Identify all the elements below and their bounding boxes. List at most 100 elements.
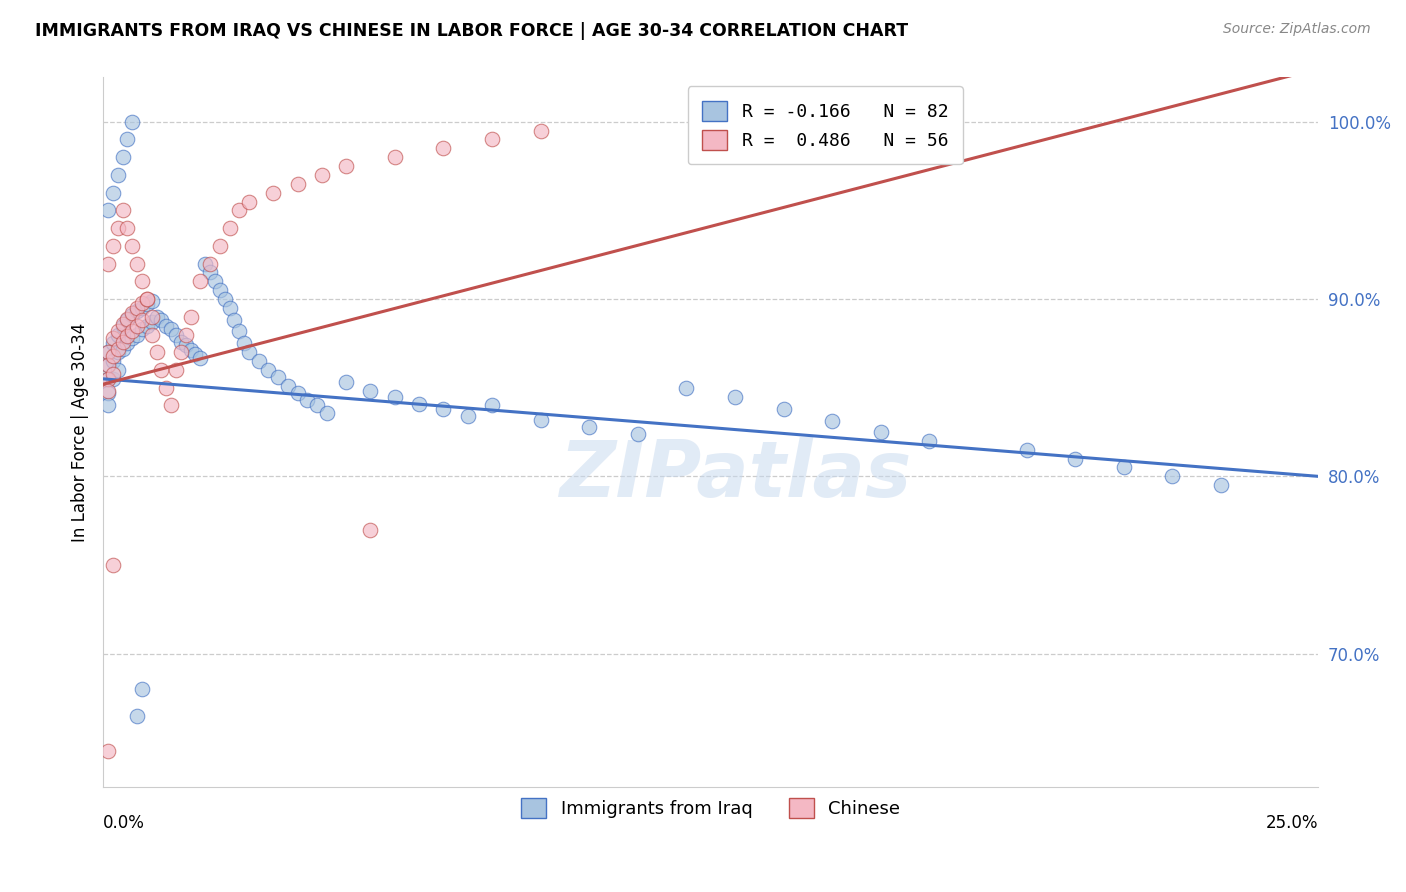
Point — [117, 132, 139, 146]
Point — [384, 150, 406, 164]
Point — [315, 405, 337, 419]
Point — [160, 399, 183, 413]
Point — [121, 331, 143, 345]
Point — [305, 399, 328, 413]
Point — [117, 311, 139, 326]
Point — [1015, 442, 1038, 457]
Point — [821, 414, 844, 428]
Point — [457, 409, 479, 423]
Point — [198, 257, 221, 271]
Point — [111, 342, 134, 356]
Point — [335, 376, 357, 390]
Point — [131, 295, 153, 310]
Point — [277, 379, 299, 393]
Point — [408, 397, 430, 411]
Point — [297, 393, 319, 408]
Point — [121, 306, 143, 320]
Point — [180, 343, 202, 358]
Point — [121, 308, 143, 322]
Point — [107, 363, 129, 377]
Point — [127, 318, 149, 333]
Point — [194, 257, 217, 271]
Y-axis label: In Labor Force | Age 30-34: In Labor Force | Age 30-34 — [72, 322, 89, 541]
Point — [238, 345, 260, 359]
Point — [117, 313, 139, 327]
Point — [97, 257, 120, 271]
Point — [233, 336, 256, 351]
Point — [188, 351, 211, 365]
Point — [155, 381, 177, 395]
Point — [141, 327, 163, 342]
Point — [111, 317, 134, 331]
Point — [111, 334, 134, 349]
Point — [1064, 451, 1087, 466]
Point — [247, 354, 270, 368]
Point — [174, 327, 197, 342]
Point — [101, 336, 124, 351]
Text: Source: ZipAtlas.com: Source: ZipAtlas.com — [1223, 22, 1371, 37]
Point — [287, 177, 309, 191]
Point — [97, 384, 120, 399]
Point — [107, 342, 129, 356]
Legend: Immigrants from Iraq, Chinese: Immigrants from Iraq, Chinese — [512, 789, 910, 827]
Point — [107, 327, 129, 342]
Point — [101, 354, 124, 368]
Point — [127, 708, 149, 723]
Text: ZIPatlas: ZIPatlas — [558, 436, 911, 513]
Point — [97, 358, 120, 372]
Point — [384, 390, 406, 404]
Point — [145, 310, 167, 324]
Point — [117, 329, 139, 343]
Point — [101, 372, 124, 386]
Point — [135, 318, 157, 333]
Text: IMMIGRANTS FROM IRAQ VS CHINESE IN LABOR FORCE | AGE 30-34 CORRELATION CHART: IMMIGRANTS FROM IRAQ VS CHINESE IN LABOR… — [35, 22, 908, 40]
Point — [121, 115, 143, 129]
Point — [131, 313, 153, 327]
Point — [127, 257, 149, 271]
Point — [772, 402, 794, 417]
Point — [121, 239, 143, 253]
Point — [170, 345, 193, 359]
Point — [97, 744, 120, 758]
Point — [311, 168, 333, 182]
Point — [188, 274, 211, 288]
Point — [267, 370, 290, 384]
Point — [141, 315, 163, 329]
Point — [218, 301, 240, 315]
Point — [131, 682, 153, 697]
Point — [97, 399, 120, 413]
Point — [238, 194, 260, 209]
Text: 25.0%: 25.0% — [1265, 814, 1319, 832]
Point — [724, 390, 747, 404]
Point — [359, 523, 381, 537]
Point — [214, 292, 236, 306]
Point — [135, 292, 157, 306]
Point — [869, 425, 891, 439]
Point — [117, 221, 139, 235]
Point — [127, 301, 149, 315]
Point — [131, 322, 153, 336]
Point — [184, 347, 207, 361]
Point — [198, 265, 221, 279]
Point — [107, 324, 129, 338]
Point — [121, 324, 143, 338]
Point — [111, 203, 134, 218]
Point — [107, 168, 129, 182]
Point — [97, 372, 120, 386]
Point — [481, 399, 503, 413]
Point — [107, 221, 129, 235]
Point — [257, 363, 280, 377]
Point — [578, 419, 600, 434]
Point — [101, 186, 124, 200]
Point — [228, 203, 250, 218]
Point — [359, 384, 381, 399]
Point — [160, 322, 183, 336]
Point — [180, 310, 202, 324]
Point — [155, 318, 177, 333]
Point — [141, 310, 163, 324]
Point — [1209, 478, 1232, 492]
Point — [287, 386, 309, 401]
Point — [529, 123, 551, 137]
Point — [165, 327, 187, 342]
Point — [165, 363, 187, 377]
